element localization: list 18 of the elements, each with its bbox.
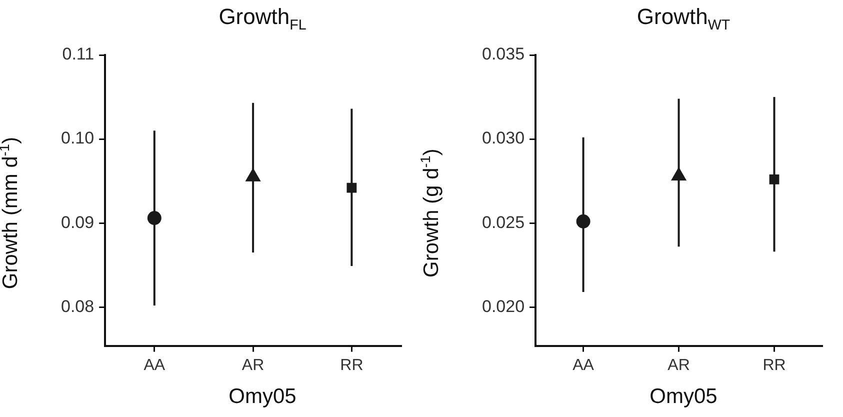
y-tick-label: 0.020 — [482, 296, 525, 316]
x-tick-label: AR — [668, 356, 690, 374]
chart-title: Growth$_{WT}$ — [636, 4, 732, 34]
x-tick-label: AR — [242, 356, 264, 374]
x-tick-label: AA — [144, 356, 166, 374]
x-axis-title: Omy05 — [228, 385, 298, 409]
x-tick-label: RR — [762, 356, 786, 374]
y-tick-label: 0.08 — [60, 296, 94, 316]
y-tick-label: 0.035 — [482, 44, 525, 64]
x-axis-title: Omy05 — [648, 385, 718, 409]
y-tick-label: 0.030 — [482, 128, 525, 148]
x-tick-label: AA — [572, 356, 594, 374]
y-tick-label: 0.10 — [60, 128, 94, 148]
y-tick-label: 0.025 — [482, 212, 525, 232]
x-tick-label: RR — [340, 356, 364, 374]
chart-title: Growth$_{FL}$ — [218, 4, 308, 34]
y-tick-label: 0.09 — [60, 212, 94, 232]
y-tick-label: 0.11 — [62, 44, 94, 64]
